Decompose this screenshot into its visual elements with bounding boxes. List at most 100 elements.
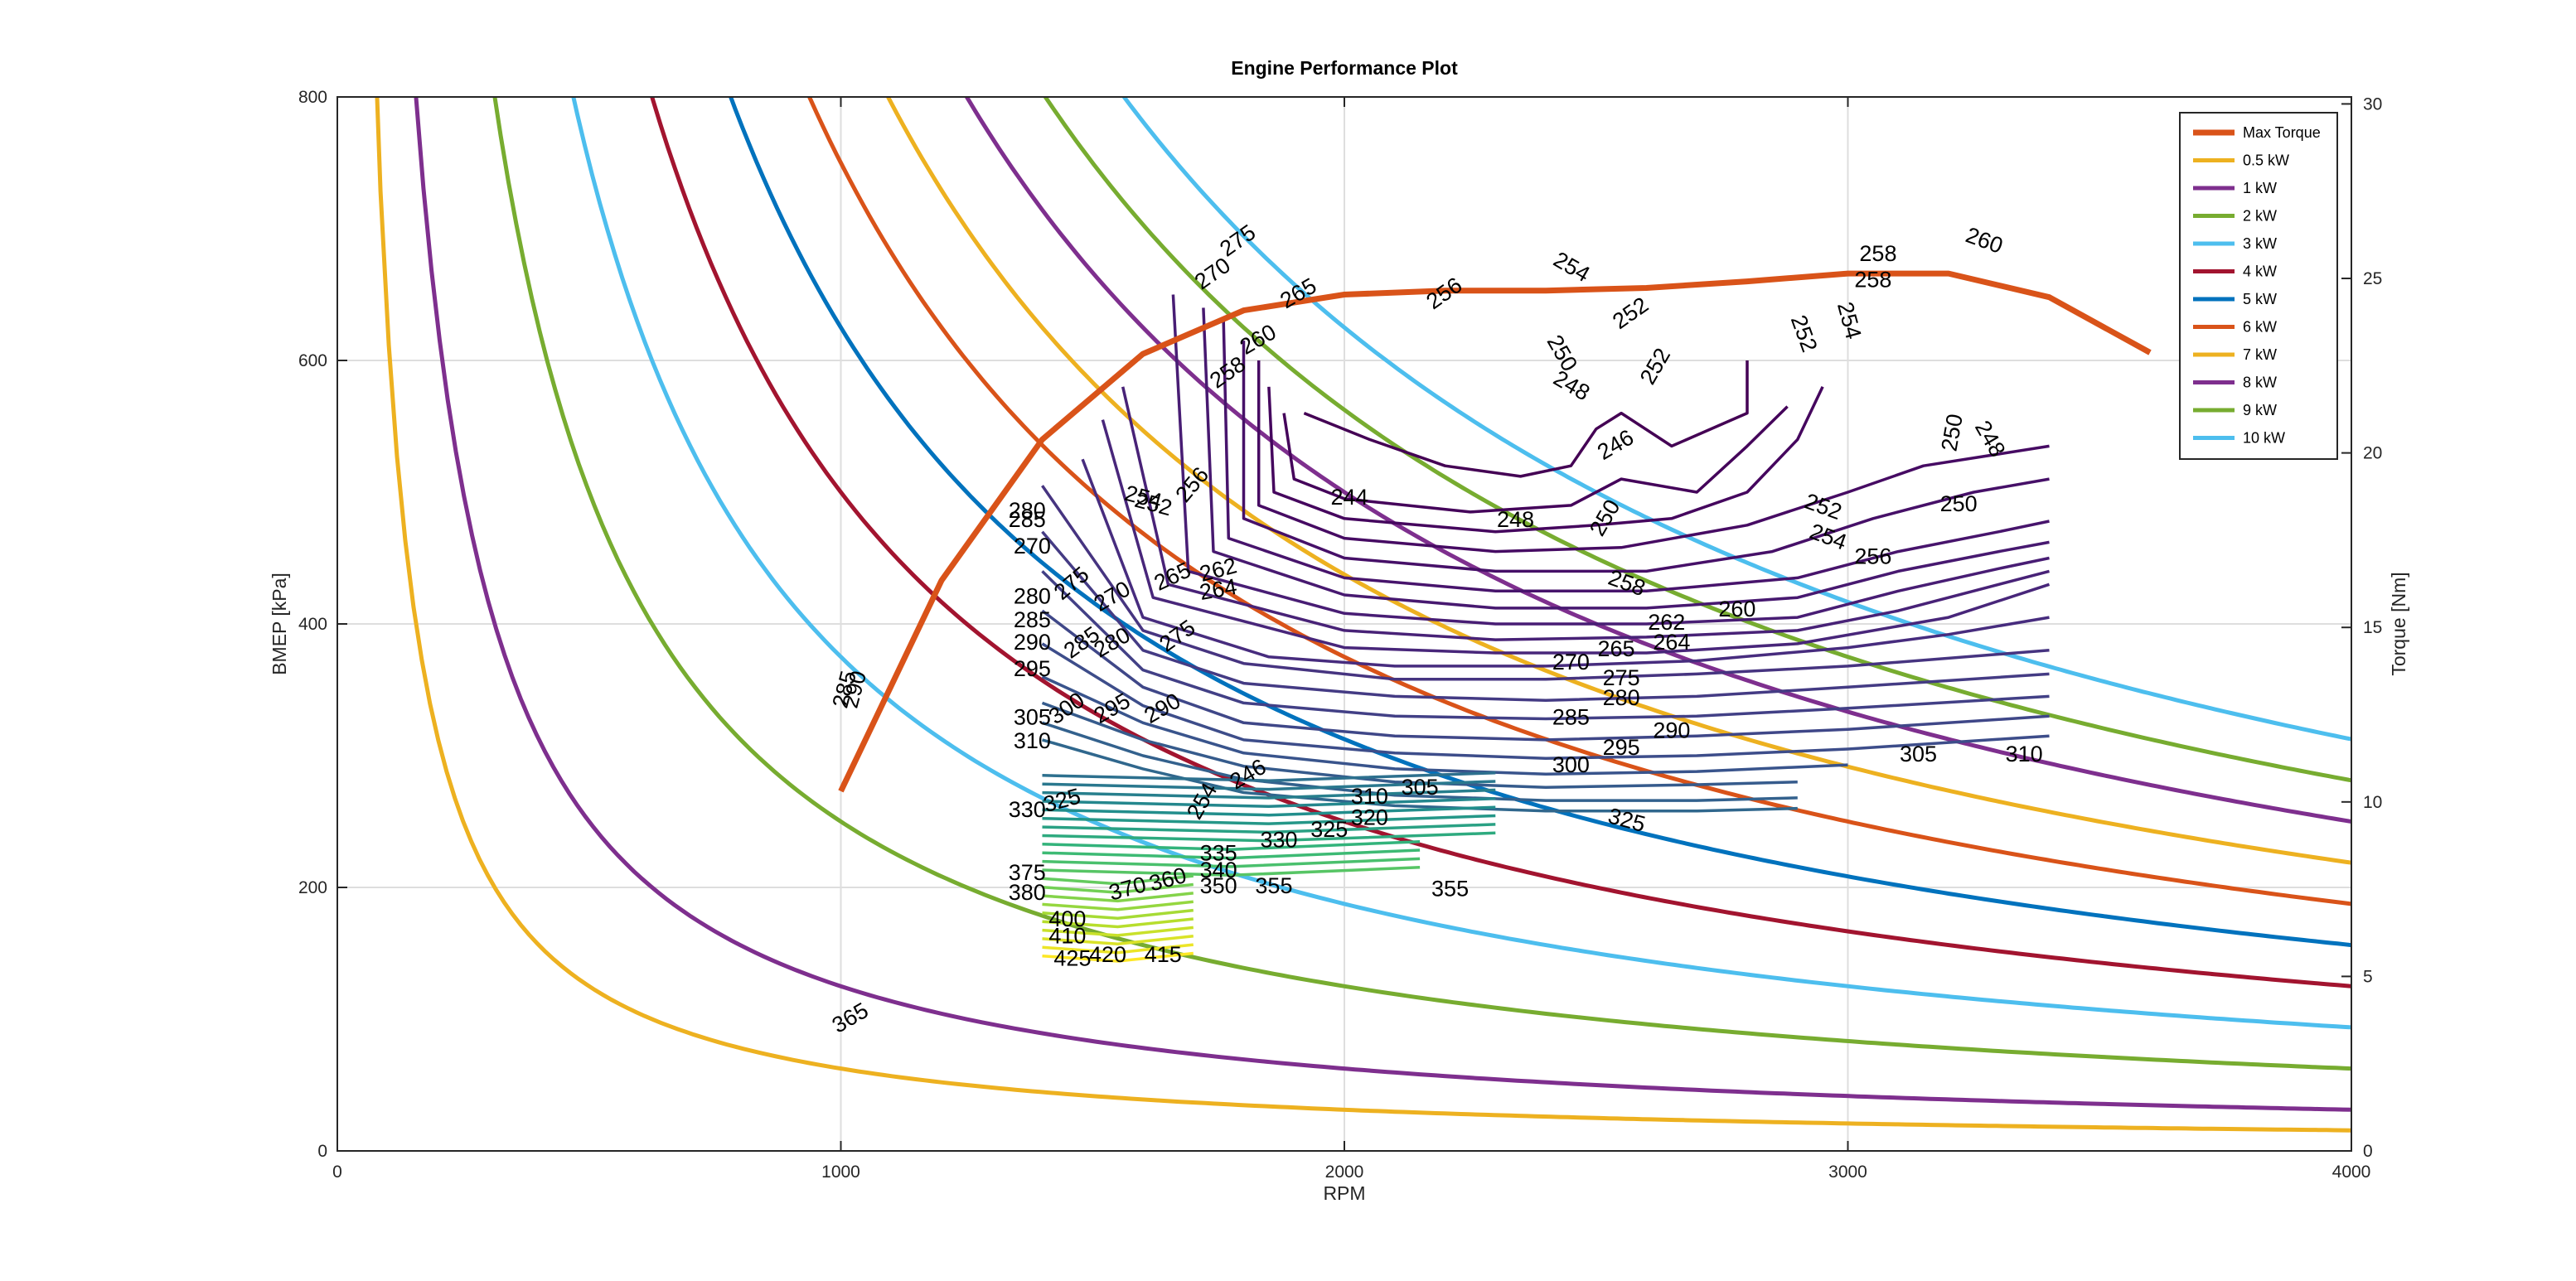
legend-entry: 9 kW bbox=[2243, 402, 2277, 418]
bsfc-contour-250 bbox=[1257, 360, 2050, 553]
contour-label: 270 bbox=[1552, 650, 1590, 674]
power-curve-3kW bbox=[571, 97, 2351, 1030]
contour-label: 310 bbox=[1014, 728, 1051, 753]
legend-entry: 3 kW bbox=[2243, 235, 2277, 252]
legend-entry: Max Torque bbox=[2243, 124, 2321, 141]
contour-label: 280 bbox=[1009, 498, 1046, 523]
x-axis-label: RPM bbox=[1323, 1182, 1365, 1204]
bsfc-contour-425 bbox=[1042, 951, 1194, 963]
power-curve-7kW bbox=[885, 97, 2351, 865]
contour-label: 285 bbox=[1009, 507, 1046, 532]
y-axis-label: BMEP [kPa] bbox=[269, 573, 290, 675]
bsfc-contour-300 bbox=[1041, 701, 1798, 789]
contour-label: 260 bbox=[1718, 597, 1755, 621]
bsfc-contour-400 bbox=[1042, 908, 1194, 920]
max-torque-line bbox=[838, 270, 2152, 793]
contour-label: 310 bbox=[2006, 742, 2043, 766]
bsfc-contour-265 bbox=[1081, 458, 2050, 668]
bsfc-contour-295 bbox=[1041, 675, 1848, 776]
y-tick-label: 0 bbox=[317, 1142, 327, 1161]
y2-tick-label: 15 bbox=[2363, 618, 2382, 637]
contour-label: 320 bbox=[1351, 805, 1388, 829]
power-curve-0_5kW bbox=[375, 97, 2351, 1133]
bsfc-contour-375 bbox=[1042, 866, 1421, 877]
y2-axis-label: Torque [Nm] bbox=[2388, 572, 2409, 675]
contour-label: 270 bbox=[1014, 534, 1051, 558]
contour-label: 305 bbox=[1402, 775, 1439, 800]
contour-label: 340 bbox=[1200, 858, 1237, 882]
bsfc-contour-262 bbox=[1101, 419, 2051, 655]
legend-entry: 0.5 kW bbox=[2243, 152, 2289, 169]
y2-tick-label: 25 bbox=[2363, 269, 2382, 288]
bsfc-contour-340 bbox=[1042, 805, 1496, 817]
bsfc-contour-305 bbox=[1041, 721, 1798, 802]
bsfc-contour-370 bbox=[1042, 857, 1421, 868]
ticks: 0 1000 2000 3000 4000 0 200 400 600 800 0 5 10 15 20 25… bbox=[298, 88, 2382, 1182]
contour-label: 280 bbox=[1014, 583, 1051, 608]
contour-label: 264 bbox=[1653, 630, 1690, 655]
y2-tick-label: 30 bbox=[2363, 94, 2382, 114]
x-tick-label: 2000 bbox=[1325, 1163, 1364, 1182]
contour-label: 265 bbox=[1598, 636, 1635, 661]
power-curve-1kW bbox=[414, 97, 2351, 1112]
contour-label: 262 bbox=[1648, 610, 1685, 635]
bsfc-contour-246 bbox=[1282, 405, 1789, 514]
bsfc-contour-285 bbox=[1041, 609, 2050, 742]
bsfc-contour-252 bbox=[1242, 341, 2050, 573]
bsfc-contour-310 bbox=[1042, 738, 1798, 813]
contour-label: 375 bbox=[1009, 860, 1046, 885]
y2-tick-label: 5 bbox=[2363, 967, 2373, 986]
legend-entry: 6 kW bbox=[2243, 319, 2277, 336]
contour-label: 330 bbox=[1260, 827, 1297, 852]
bsfc-contour-260 bbox=[1121, 386, 2050, 641]
bsfc-contour-244 bbox=[1303, 360, 1749, 478]
bsfc-contour-258 bbox=[1171, 294, 2050, 626]
x-tick-label: 3000 bbox=[1828, 1163, 1867, 1182]
power-curve-8kW bbox=[964, 97, 2351, 824]
y-tick-label: 400 bbox=[298, 615, 327, 634]
contour-label: 380 bbox=[1009, 880, 1046, 905]
bsfc-contour-405 bbox=[1042, 917, 1194, 929]
contour-label: 350 bbox=[1200, 873, 1237, 898]
bsfc-contour-290 bbox=[1041, 642, 2050, 760]
contour-label: 295 bbox=[1603, 735, 1640, 760]
contour-label: 415 bbox=[1145, 942, 1182, 967]
contour-label: 310 bbox=[1351, 784, 1388, 809]
y2-tick-label: 10 bbox=[2363, 793, 2382, 812]
bsfc-contour-270 bbox=[1041, 485, 2050, 681]
contour-label: 425 bbox=[1053, 946, 1091, 971]
power-curve-6kW bbox=[806, 97, 2351, 906]
legend-entry: 1 kW bbox=[2243, 180, 2277, 196]
legend-entry: 7 kW bbox=[2243, 346, 2277, 363]
bsfc-contour-254 bbox=[1222, 321, 2050, 593]
bsfc-contour-350 bbox=[1042, 823, 1496, 834]
bsfc-contour-335 bbox=[1042, 797, 1496, 809]
legend-entry: 4 kW bbox=[2243, 263, 2277, 280]
contour-label: 285 bbox=[1552, 705, 1590, 730]
contour-label: 280 bbox=[1603, 685, 1640, 710]
contour-label: 305 bbox=[1900, 742, 1937, 766]
bsfc-contour-345 bbox=[1042, 814, 1496, 825]
bsfc-contour-420 bbox=[1042, 943, 1194, 955]
legend-entry: 8 kW bbox=[2243, 375, 2277, 391]
x-tick-label: 4000 bbox=[2332, 1163, 2371, 1182]
contour-label: 400 bbox=[1048, 906, 1086, 931]
y-tick-label: 800 bbox=[298, 88, 327, 107]
contour-label: 258 bbox=[1854, 268, 1891, 292]
bsfc-contour-410 bbox=[1042, 926, 1194, 937]
contour-label: 290 bbox=[1014, 630, 1051, 655]
contour-label: 275 bbox=[1603, 665, 1640, 690]
bsfc-contour-320 bbox=[1042, 771, 1496, 782]
contour-label: 248 bbox=[1497, 507, 1534, 532]
bsfc-contour-360 bbox=[1042, 839, 1421, 851]
bsfc-contour-248 bbox=[1267, 386, 1824, 534]
contour-label: 285 bbox=[1014, 607, 1051, 632]
legend-entry: 5 kW bbox=[2243, 291, 2277, 307]
contour-label: 335 bbox=[1200, 840, 1237, 865]
y2-tick-label: 20 bbox=[2363, 444, 2382, 463]
bsfc-contour-330 bbox=[1042, 788, 1496, 800]
chart-title: Engine Performance Plot bbox=[1231, 57, 1458, 79]
contour-label: 290 bbox=[1653, 718, 1690, 743]
